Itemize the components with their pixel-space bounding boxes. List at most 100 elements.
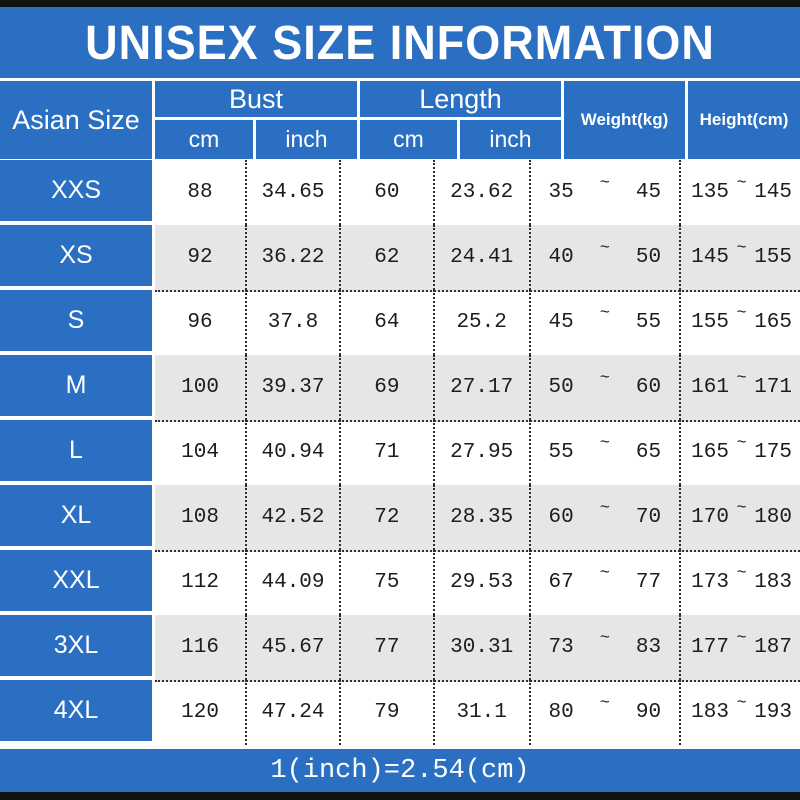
weight-min: 45 xyxy=(548,311,574,334)
weight-range-cell: 60 ~70 xyxy=(528,485,680,550)
size-label-cell: XXS xyxy=(0,160,152,221)
header-asian-size-label: Asian Size xyxy=(12,104,140,135)
weight-min: 60 xyxy=(548,506,574,529)
header-length-inch: inch xyxy=(460,120,561,159)
row-data-strip: 96 37.8 64 25.2 45 ~55 155 ~165 xyxy=(155,290,800,357)
row-data-strip: 116 45.67 77 30.31 73 ~83 177 ~187 xyxy=(155,615,800,682)
table-row-s: S 96 37.8 64 25.2 45 ~55 155 ~165 xyxy=(0,290,800,357)
size-label-cell: XXL xyxy=(0,550,152,611)
title-banner: UNISEX SIZE INFORMATION xyxy=(0,7,800,78)
size-label-cell: 4XL xyxy=(0,680,152,741)
length-inch-cell: 28.35 xyxy=(432,485,529,550)
header-bust: Bust xyxy=(155,81,357,117)
header-bust-cm-label: cm xyxy=(188,126,220,152)
bust-inch-cell: 34.65 xyxy=(245,160,339,225)
length-inch-value: 23.62 xyxy=(450,181,514,204)
weight-range-cell: 67 ~77 xyxy=(528,550,680,615)
length-cm-cell: 71 xyxy=(338,420,433,485)
length-cm-cell: 60 xyxy=(338,160,433,225)
length-cm-value: 72 xyxy=(374,506,400,529)
weight-range-cell: 50 ~60 xyxy=(528,355,680,420)
length-inch-value: 30.31 xyxy=(450,636,514,659)
weight-range-cell: 40 ~50 xyxy=(528,225,680,290)
size-label-cell: M xyxy=(0,355,152,416)
bust-cm-cell: 120 xyxy=(155,680,245,745)
length-inch-cell: 25.2 xyxy=(432,290,529,355)
weight-min: 50 xyxy=(548,376,574,399)
tilde-separator: ~ xyxy=(599,629,610,648)
size-label: XXS xyxy=(50,176,102,204)
weight-range-cell: 35 ~45 xyxy=(528,160,680,225)
bust-inch-cell: 37.8 xyxy=(245,290,339,355)
tilde-separator: ~ xyxy=(599,174,610,193)
header-length: Length xyxy=(360,81,561,117)
size-label-cell: XL xyxy=(0,485,152,546)
bust-inch-value: 37.8 xyxy=(267,311,319,334)
weight-max: 65 xyxy=(635,441,662,464)
length-inch-cell: 23.62 xyxy=(432,160,529,225)
bust-cm-value: 108 xyxy=(181,506,219,529)
table-row-4xl: 4XL 120 47.24 79 31.1 80 ~90 183 ~193 xyxy=(0,680,800,745)
bust-inch-value: 47.24 xyxy=(261,701,325,724)
conversion-note: 1(inch)=2.54(cm) xyxy=(270,755,530,786)
bust-cm-value: 88 xyxy=(187,181,213,204)
height-range-cell: 183 ~193 xyxy=(679,680,800,745)
height-min: 183 xyxy=(691,701,729,724)
bust-inch-value: 40.94 xyxy=(261,441,325,464)
header-weight: Weight(kg) xyxy=(564,81,685,159)
bust-cm-cell: 112 xyxy=(155,550,245,615)
weight-min: 80 xyxy=(548,701,574,724)
length-cm-cell: 75 xyxy=(338,550,433,615)
height-max: 145 xyxy=(754,181,792,204)
weight-max: 70 xyxy=(635,506,662,529)
bust-cm-cell: 88 xyxy=(155,160,245,225)
size-label-cell: S xyxy=(0,290,152,351)
bust-inch-value: 45.67 xyxy=(261,636,325,659)
bust-cm-value: 116 xyxy=(181,636,219,659)
footer-banner: 1(inch)=2.54(cm) xyxy=(0,749,800,792)
tilde-separator: ~ xyxy=(599,304,610,323)
size-label-cell: 3XL xyxy=(0,615,152,676)
row-data-strip: 92 36.22 62 24.41 40 ~50 145 ~155 xyxy=(155,225,800,292)
height-min: 161 xyxy=(691,376,729,399)
header-length-cm-label: cm xyxy=(393,126,424,152)
tilde-separator: ~ xyxy=(736,239,747,258)
size-label: XS xyxy=(59,241,93,269)
height-max: 155 xyxy=(754,246,792,269)
weight-max: 77 xyxy=(635,571,662,594)
length-cm-cell: 64 xyxy=(338,290,433,355)
length-cm-cell: 77 xyxy=(338,615,433,680)
size-label: M xyxy=(65,371,87,399)
height-range-cell: 155 ~165 xyxy=(679,290,800,355)
length-cm-value: 60 xyxy=(374,181,400,204)
length-inch-value: 27.95 xyxy=(450,441,514,464)
bust-cm-value: 120 xyxy=(181,701,219,724)
height-min: 155 xyxy=(691,311,729,334)
tilde-separator: ~ xyxy=(736,499,747,518)
height-range-cell: 173 ~183 xyxy=(679,550,800,615)
tilde-separator: ~ xyxy=(736,564,747,583)
tilde-separator: ~ xyxy=(736,174,747,193)
header-weight-label: Weight(kg) xyxy=(580,110,669,129)
length-inch-cell: 30.31 xyxy=(432,615,529,680)
table-row-xl: XL 108 42.52 72 28.35 60 ~70 170 ~180 xyxy=(0,485,800,552)
row-data-strip: 104 40.94 71 27.95 55 ~65 165 ~175 xyxy=(155,420,800,487)
size-label-cell: XS xyxy=(0,225,152,286)
length-cm-value: 79 xyxy=(374,701,400,724)
bust-cm-value: 96 xyxy=(187,311,213,334)
header-length-label: Length xyxy=(419,83,502,114)
height-max: 193 xyxy=(754,701,792,724)
tilde-separator: ~ xyxy=(736,369,747,388)
bust-cm-value: 104 xyxy=(181,441,219,464)
size-label: XL xyxy=(60,501,92,529)
height-max: 183 xyxy=(754,571,792,594)
header-bust-label: Bust xyxy=(228,83,284,114)
size-label: L xyxy=(69,436,83,464)
tilde-separator: ~ xyxy=(599,434,610,453)
weight-max: 90 xyxy=(635,701,662,724)
row-data-strip: 120 47.24 79 31.1 80 ~90 183 ~193 xyxy=(155,680,800,745)
length-cm-value: 75 xyxy=(374,571,400,594)
row-data-strip: 108 42.52 72 28.35 60 ~70 170 ~180 xyxy=(155,485,800,552)
height-range-cell: 177 ~187 xyxy=(679,615,800,680)
length-inch-value: 24.41 xyxy=(450,246,514,269)
